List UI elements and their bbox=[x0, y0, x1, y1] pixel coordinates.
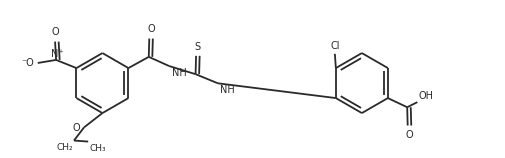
Text: NH: NH bbox=[171, 68, 186, 78]
Text: CH₃: CH₃ bbox=[89, 144, 106, 153]
Text: NH: NH bbox=[220, 85, 235, 95]
Text: O: O bbox=[72, 123, 80, 133]
Text: S: S bbox=[194, 42, 200, 52]
Text: ⁻O: ⁻O bbox=[21, 58, 34, 68]
Text: N⁺: N⁺ bbox=[50, 49, 63, 59]
Text: CH₂: CH₂ bbox=[56, 143, 73, 152]
Text: O: O bbox=[51, 27, 59, 36]
Text: Cl: Cl bbox=[329, 41, 339, 51]
Text: OH: OH bbox=[418, 91, 432, 101]
Text: O: O bbox=[405, 130, 413, 140]
Text: O: O bbox=[147, 24, 155, 34]
